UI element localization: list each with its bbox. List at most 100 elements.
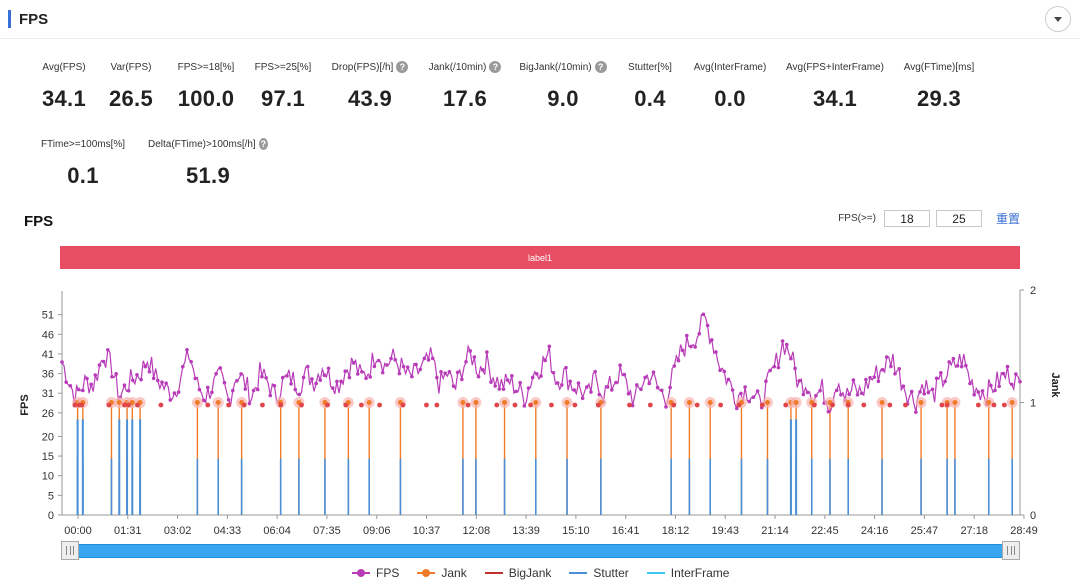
fps-point: [722, 369, 727, 374]
fps-point: [914, 410, 918, 414]
x-tick-label: 04:33: [214, 525, 242, 537]
help-icon[interactable]: ?: [489, 61, 502, 73]
metric-label: Jank(/10min)?: [405, 60, 525, 74]
metric-value: 51.9: [185, 163, 231, 188]
fps-drop-marker: [647, 402, 653, 408]
fps-point: [493, 384, 497, 388]
legend-item-jank[interactable]: Jank: [417, 566, 467, 580]
metric-5: Jank(/10min)? 17.6: [405, 60, 525, 112]
fps-point: [959, 364, 964, 369]
fps-drop-marker: [736, 402, 742, 408]
fps-point: [314, 381, 318, 386]
fps-point: [1009, 382, 1014, 387]
fps-drop-marker: [939, 402, 945, 408]
x-tick-label: 00:00: [64, 525, 92, 537]
fps-point: [139, 377, 143, 382]
fps-point: [989, 383, 993, 388]
fps-drop-marker: [595, 402, 601, 408]
jank-marker: [764, 400, 770, 405]
y-tick-label: 31: [42, 388, 54, 400]
threshold-input-1[interactable]: [883, 210, 930, 227]
fps-point: [605, 385, 610, 389]
fps-point: [439, 370, 443, 374]
fps-point: [289, 382, 293, 386]
metric-label: FPS>=18[%]: [146, 60, 266, 74]
fps-point: [764, 379, 768, 384]
time-range-scrollbar[interactable]: [62, 544, 1020, 558]
legend-item-interframe[interactable]: InterFrame: [646, 566, 729, 580]
fps-point: [455, 370, 460, 375]
fps-point: [376, 358, 381, 363]
fps-point: [893, 371, 897, 376]
fps-point: [585, 385, 589, 389]
label-band[interactable]: label1: [60, 246, 1020, 269]
scrollbar-handle-right[interactable]: [1002, 541, 1020, 560]
fps-point: [714, 350, 718, 354]
scrollbar-handle-left[interactable]: [61, 541, 79, 560]
fps-point: [943, 379, 947, 384]
legend-swatch: [646, 568, 665, 578]
x-tick-label: 12:08: [463, 525, 491, 537]
fps-point: [651, 370, 656, 374]
fps-drop-marker: [325, 402, 330, 408]
fps-point: [576, 381, 581, 385]
fps-point: [560, 383, 564, 387]
y2-axis-title: Jank: [1049, 372, 1061, 398]
metric-value: 34.1: [812, 86, 858, 111]
fps-point: [718, 368, 722, 373]
fps-point: [385, 363, 389, 367]
chevron-down-icon: [1054, 17, 1062, 22]
help-icon[interactable]: ?: [396, 61, 409, 73]
fps-point: [131, 378, 135, 383]
legend-item-bigjank[interactable]: BigJank: [484, 566, 551, 580]
fps-drop-marker: [694, 402, 700, 408]
metric-label-text: Var(FPS): [110, 61, 152, 73]
fps-point: [435, 375, 439, 380]
fps-point: [64, 380, 68, 384]
metric-value: 0.1: [67, 163, 99, 188]
reset-link[interactable]: 重置: [995, 212, 1020, 226]
fps-point: [501, 387, 506, 391]
fps-point: [734, 406, 739, 411]
fps-point: [480, 368, 485, 372]
y-tick-label: 26: [42, 408, 54, 420]
section-header: FPS: [8, 8, 48, 30]
fps-point: [789, 356, 793, 361]
fps-point: [85, 376, 89, 381]
collapse-button[interactable]: [1045, 6, 1071, 32]
metric-label-text: BigJank(/10min): [519, 61, 592, 73]
metric-label: Stutter[%]: [590, 60, 710, 74]
fps-drop-marker: [377, 402, 382, 408]
fps-point: [176, 390, 181, 394]
metric-value: 43.9: [347, 86, 393, 111]
jank-marker: [707, 400, 713, 405]
legend-item-stutter[interactable]: Stutter: [569, 566, 629, 580]
fps-drop-marker: [845, 402, 851, 408]
fps-point: [443, 371, 448, 375]
fps-point: [751, 395, 756, 399]
fps-point: [247, 401, 252, 406]
fps-point: [859, 391, 864, 396]
metric-label-text: Avg(FTime)[ms]: [903, 61, 975, 73]
fps-drop-marker: [241, 402, 247, 408]
fps-drop-marker: [494, 402, 500, 408]
fps-point: [997, 384, 1001, 389]
fps-drop-marker: [400, 402, 406, 408]
fps-point: [555, 381, 560, 385]
fps-point: [701, 312, 706, 317]
jank-marker: [129, 400, 135, 405]
fps-point: [864, 377, 868, 382]
fps-point: [318, 378, 323, 382]
legend-swatch: [569, 568, 588, 578]
help-icon[interactable]: ?: [594, 61, 607, 73]
fps-point: [389, 356, 393, 361]
y-tick-label: 10: [42, 471, 54, 483]
metric-10: Avg(FTime)[ms] 29.3: [879, 60, 999, 112]
threshold-input-2[interactable]: [935, 210, 982, 227]
fps-point: [489, 380, 493, 384]
legend-item-fps[interactable]: FPS: [352, 566, 399, 580]
help-icon[interactable]: ?: [258, 138, 268, 150]
metric-label: BigJank(/10min)?: [503, 60, 623, 74]
fps-drop-marker: [671, 402, 677, 408]
